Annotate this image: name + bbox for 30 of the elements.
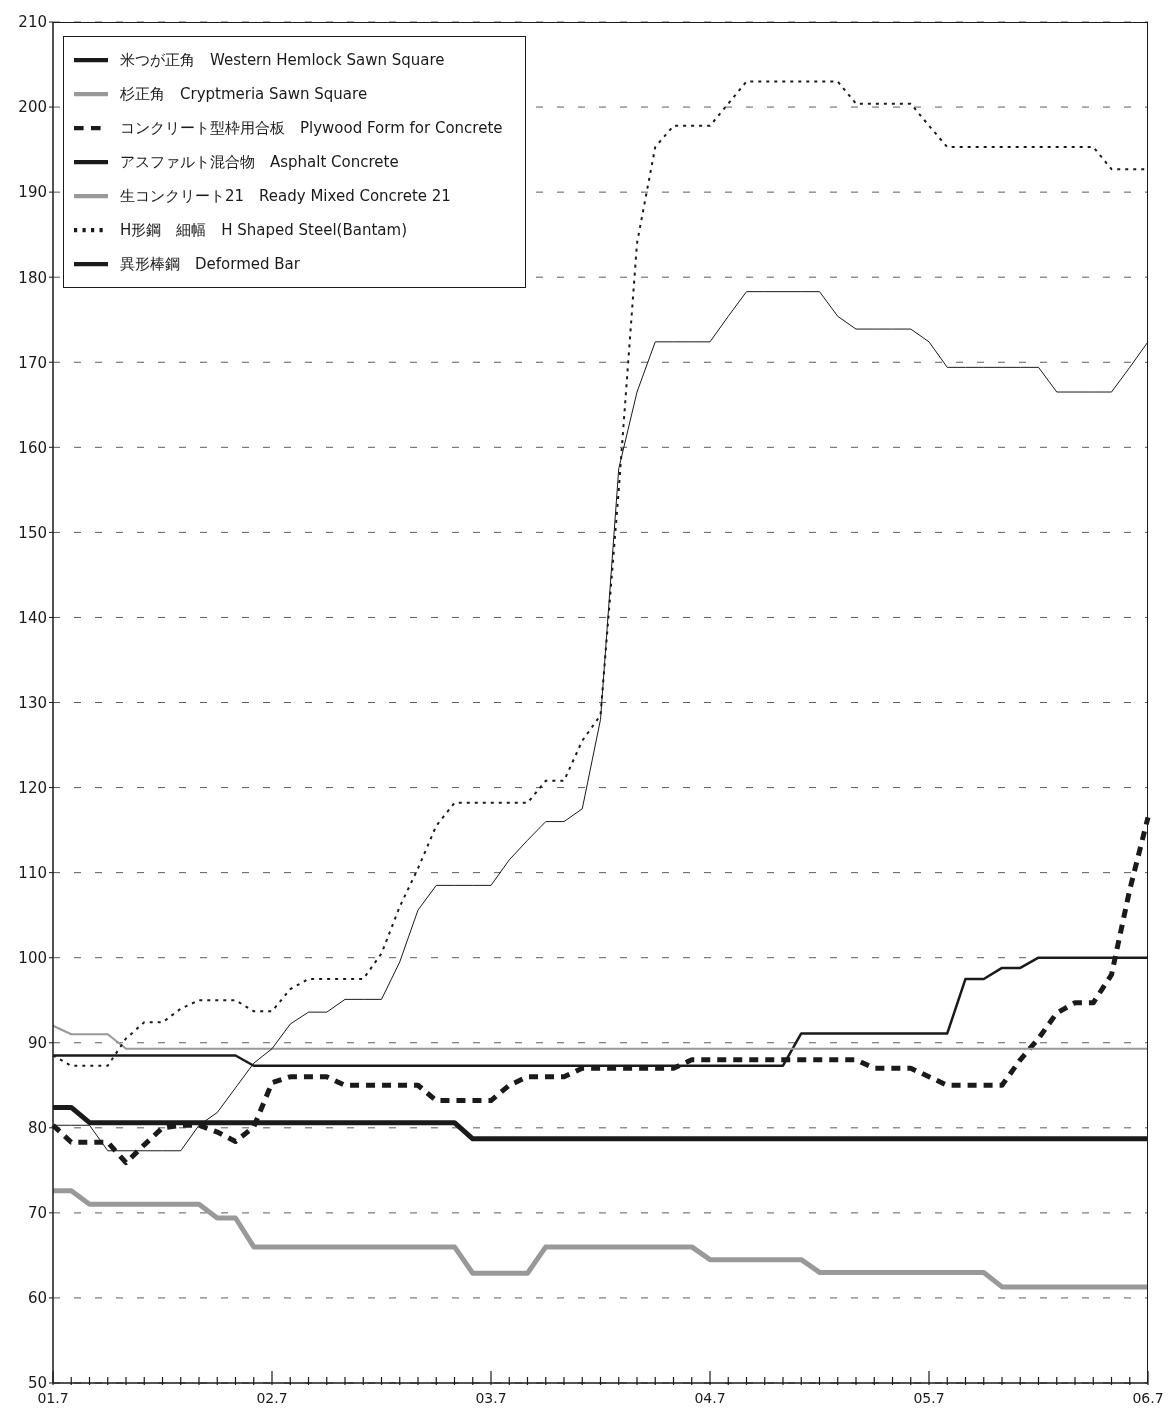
y-tick-label: 70 bbox=[27, 1204, 47, 1223]
legend-label: 米つが正角 Western Hemlock Sawn Square bbox=[120, 50, 445, 69]
y-tick-label: 170 bbox=[18, 353, 47, 372]
y-tick-label: 90 bbox=[27, 1034, 47, 1053]
x-tick-label: 02.7 bbox=[256, 1390, 288, 1406]
y-tick-label: 210 bbox=[18, 13, 47, 32]
legend-label: アスファルト混合物 Asphalt Concrete bbox=[120, 152, 399, 171]
y-tick-label: 190 bbox=[18, 183, 47, 202]
y-tick-label: 130 bbox=[18, 693, 47, 712]
y-tick-label: 100 bbox=[18, 949, 47, 968]
y-tick-label: 160 bbox=[18, 438, 47, 457]
y-tick-label: 150 bbox=[18, 523, 47, 542]
y-tick-label: 50 bbox=[27, 1374, 47, 1393]
x-tick-label: 04.7 bbox=[694, 1390, 726, 1406]
y-tick-label: 200 bbox=[18, 98, 47, 117]
y-tick-label: 60 bbox=[27, 1289, 47, 1308]
legend-label: 異形棒鋼 Deformed Bar bbox=[120, 254, 300, 273]
x-tick-label: 06.7 bbox=[1132, 1390, 1164, 1406]
y-tick-label: 80 bbox=[27, 1119, 47, 1138]
y-tick-label: 140 bbox=[18, 608, 47, 627]
legend-label: H形鋼 細幅 H Shaped Steel(Bantam) bbox=[120, 220, 407, 239]
legend-label: 杉正角 Cryptmeria Sawn Square bbox=[120, 84, 368, 103]
y-tick-label: 180 bbox=[18, 268, 47, 287]
legend-label: 生コンクリート21 Ready Mixed Concrete 21 bbox=[120, 186, 451, 205]
y-tick-label: 120 bbox=[18, 778, 47, 797]
y-tick-label: 110 bbox=[18, 863, 47, 882]
x-tick-label: 01.7 bbox=[37, 1390, 69, 1406]
legend-label: コンクリート型枠用合板 Plywood Form for Concrete bbox=[120, 118, 503, 137]
x-tick-label: 05.7 bbox=[913, 1390, 945, 1406]
x-tick-label: 03.7 bbox=[475, 1390, 507, 1406]
